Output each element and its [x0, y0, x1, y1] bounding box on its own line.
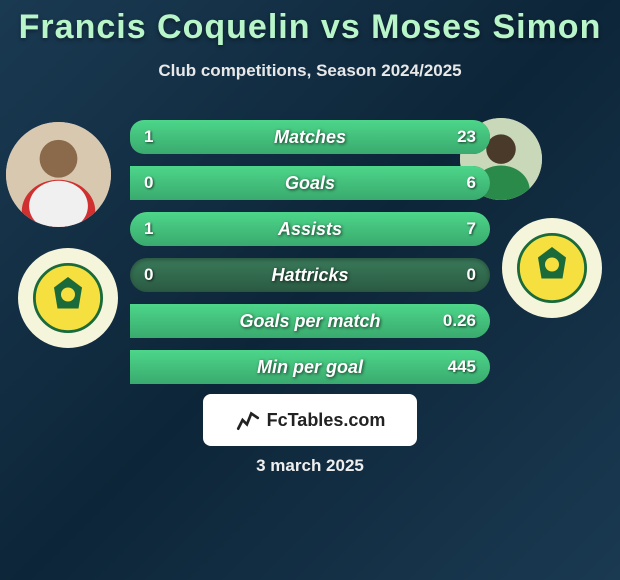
- stat-row: 445Min per goal: [130, 350, 490, 384]
- stat-label: Min per goal: [130, 350, 490, 384]
- stat-row: 123Matches: [130, 120, 490, 154]
- stat-label: Hattricks: [130, 258, 490, 292]
- stat-row: 06Goals: [130, 166, 490, 200]
- player-left-avatar: [6, 122, 111, 227]
- branding-text: FcTables.com: [267, 410, 386, 431]
- club-crest-icon: [517, 233, 587, 303]
- date-text: 3 march 2025: [0, 456, 620, 476]
- branding-badge: FcTables.com: [203, 394, 417, 446]
- stat-label: Goals per match: [130, 304, 490, 338]
- page-title: Francis Coquelin vs Moses Simon: [0, 0, 620, 47]
- stat-row: 0.26Goals per match: [130, 304, 490, 338]
- avatar-placeholder-icon: [6, 122, 111, 227]
- chart-icon: [235, 407, 261, 433]
- player-right-club-badge: [502, 218, 602, 318]
- club-crest-icon: [33, 263, 103, 333]
- player-left-club-badge: [18, 248, 118, 348]
- stat-row: 00Hattricks: [130, 258, 490, 292]
- stat-row: 17Assists: [130, 212, 490, 246]
- stats-container: 123Matches 06Goals 17Assists 00Hattricks 0.2…: [130, 120, 490, 396]
- stat-label: Goals: [130, 166, 490, 200]
- stat-label: Assists: [130, 212, 490, 246]
- stat-label: Matches: [130, 120, 490, 154]
- subtitle: Club competitions, Season 2024/2025: [0, 61, 620, 81]
